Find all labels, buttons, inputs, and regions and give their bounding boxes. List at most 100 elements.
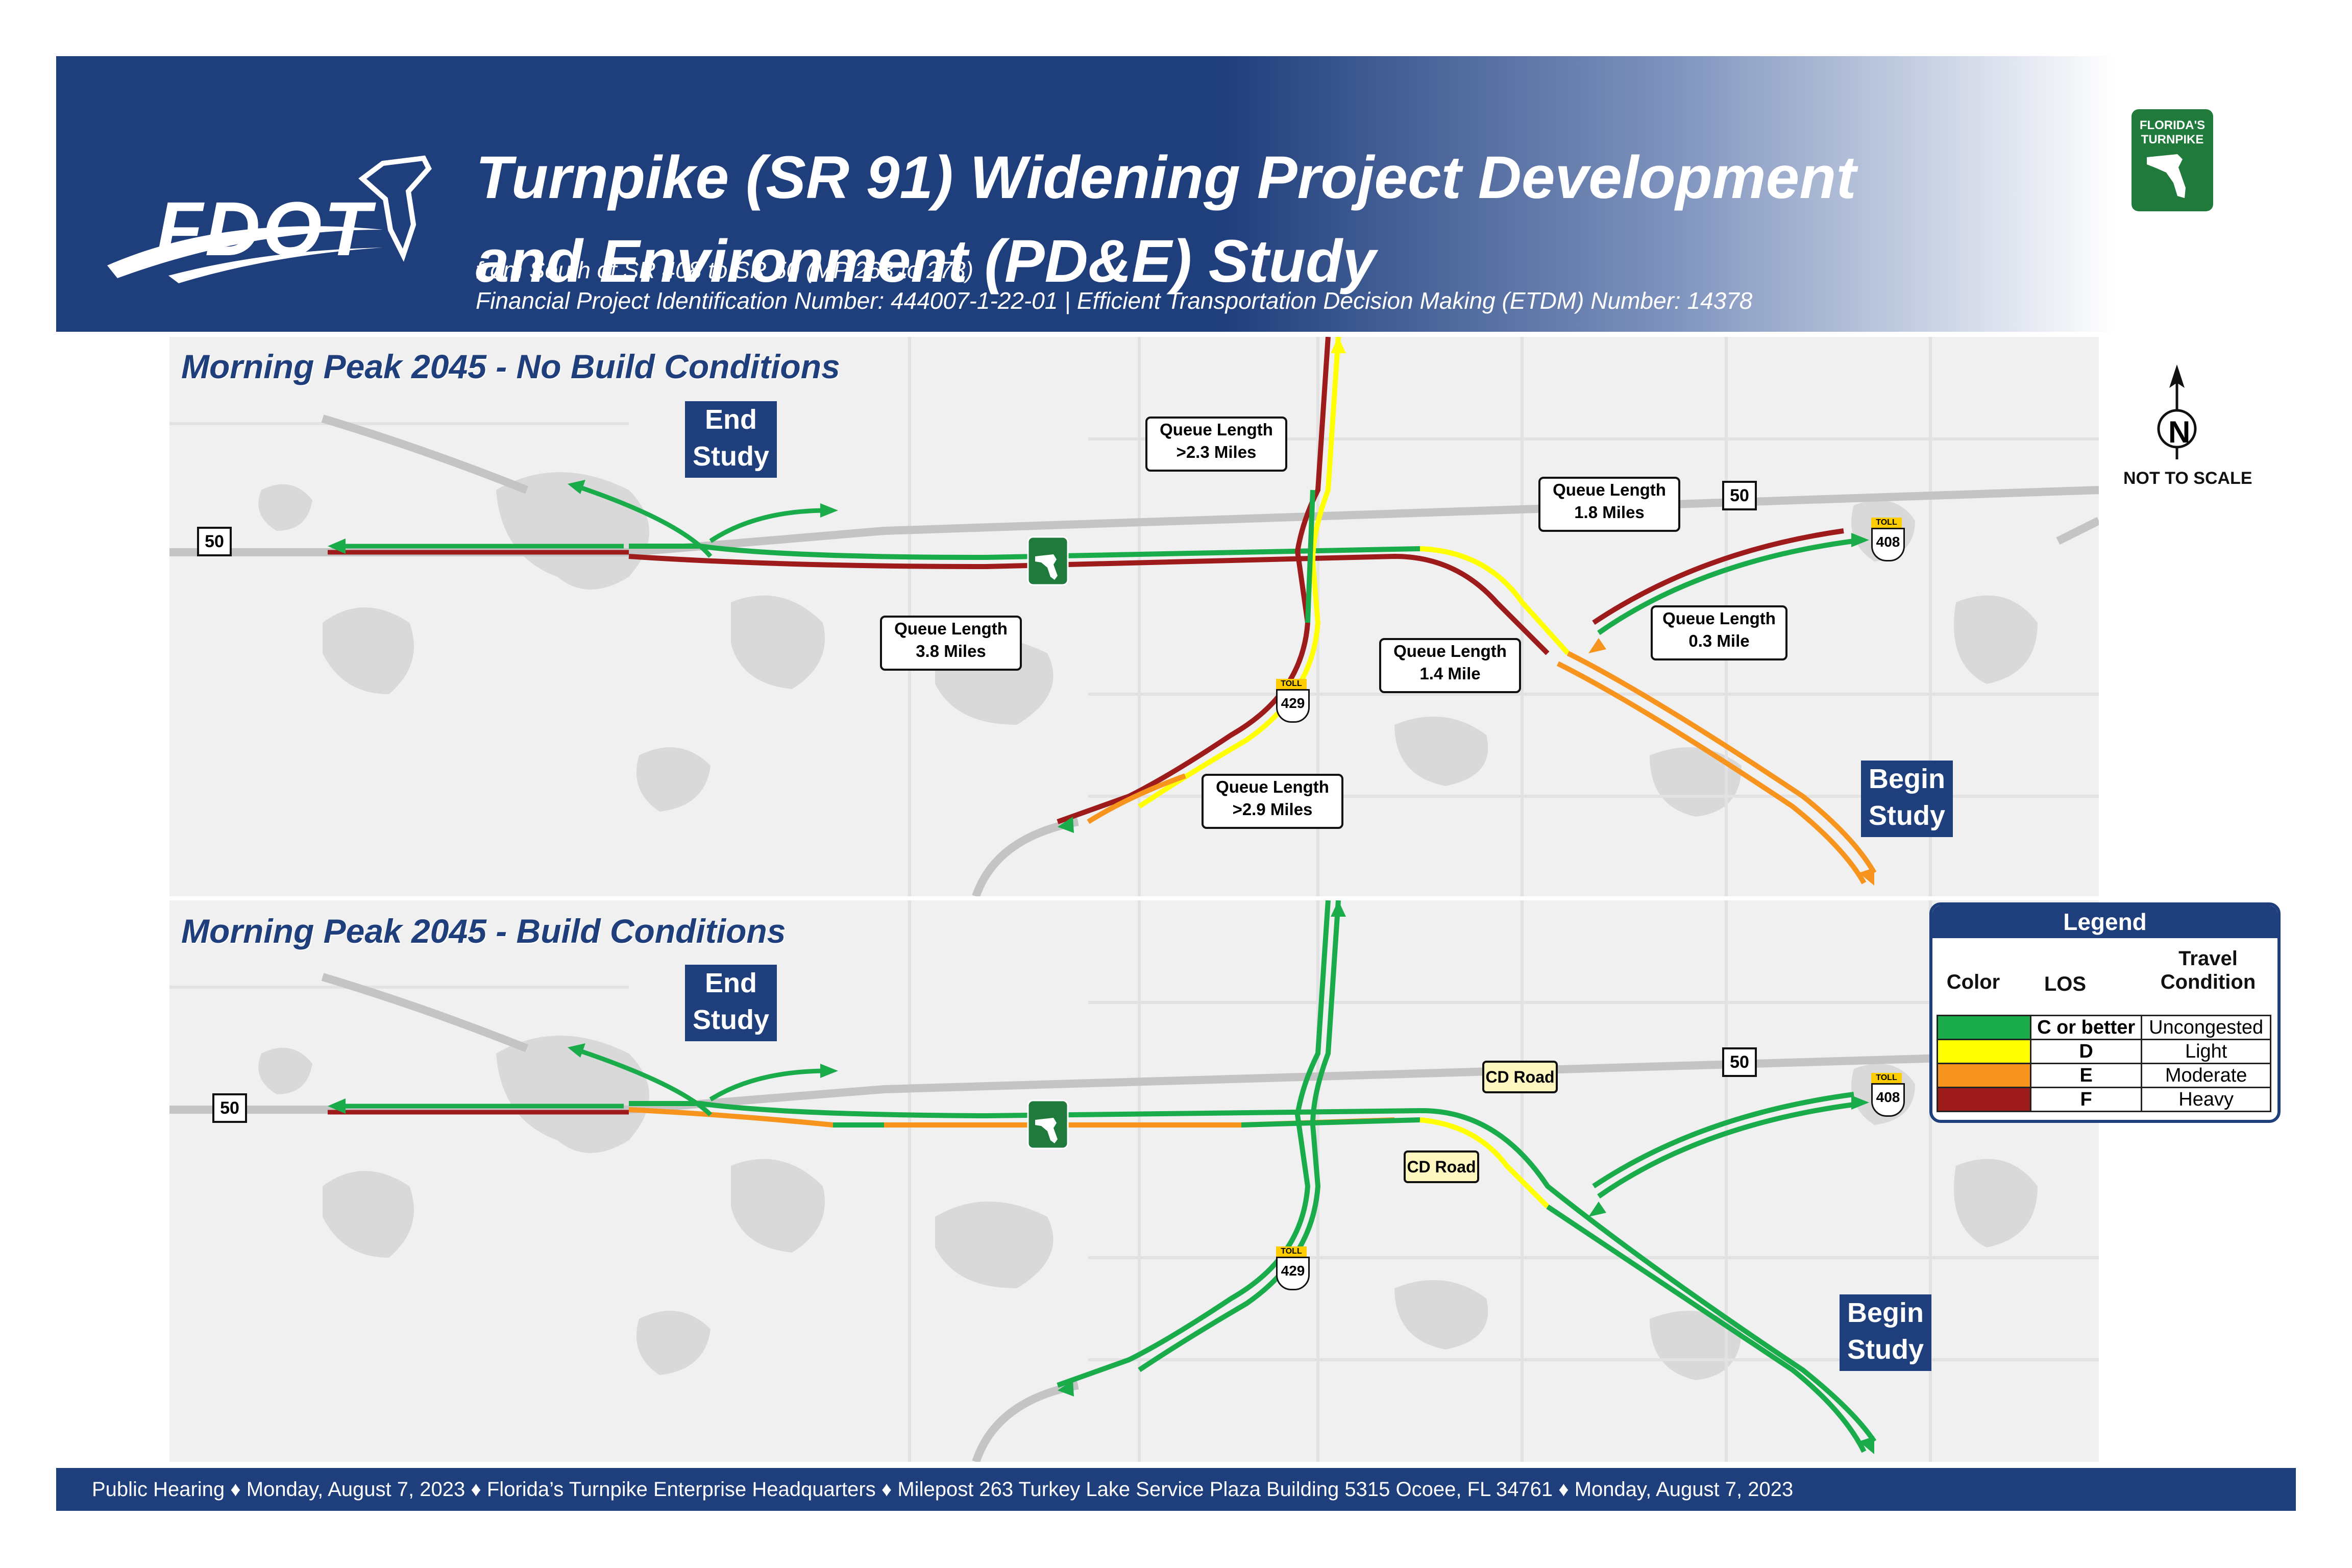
- end-study-line1: End: [705, 968, 757, 998]
- turnpike-south: [1419, 1108, 1877, 1443]
- ramp-ne: [709, 1068, 828, 1101]
- sr429-mid: [1305, 489, 1315, 623]
- map1-title: Morning Peak 2045 - No Build Conditions: [181, 348, 840, 385]
- legend-title: Legend: [1932, 905, 2277, 938]
- lakes: [258, 1036, 2038, 1380]
- legend-col-color: Color: [1946, 971, 2000, 993]
- legend-swatch: [1937, 1039, 2031, 1064]
- callout-text: Queue Length: [1393, 642, 1507, 660]
- page-title-line1: Turnpike (SR 91) Widening Project Develo…: [476, 144, 1856, 211]
- legend-condition: Heavy: [2141, 1087, 2271, 1112]
- legend-condition: Uncongested: [2141, 1015, 2271, 1040]
- legend-los: F: [2029, 1087, 2143, 1112]
- cd-road-callout-2: CD Road: [1404, 1150, 1479, 1183]
- direction-arrows: [328, 900, 1874, 1454]
- callout-text: Queue Length: [1216, 777, 1329, 796]
- sr429-shield: 429: [1276, 689, 1310, 723]
- callout-text: 1.4 Mile: [1419, 664, 1481, 683]
- queue-callout-1: Queue Length >2.3 Miles: [1145, 416, 1287, 472]
- sr50-shield-east: 50: [1722, 1047, 1757, 1077]
- legend-los: D: [2029, 1039, 2143, 1064]
- turnpike-eb: [628, 553, 1550, 655]
- legend-los: C or better: [2029, 1015, 2143, 1040]
- callout-text: Queue Length: [1662, 609, 1776, 628]
- header-banner: FDOT Turnpike (SR 91) Widening Project D…: [56, 56, 2296, 332]
- north-letter: N: [2168, 415, 2191, 449]
- legend-swatch: [1937, 1087, 2031, 1112]
- map2-begin-study-label: Begin Study: [1840, 1294, 1931, 1371]
- queue-callout-3: Queue Length 3.8 Miles: [880, 616, 1022, 671]
- legend-swatch: [1937, 1063, 2031, 1088]
- turnpike-wb: [629, 1101, 1420, 1119]
- sr429-shield: 429: [1276, 1257, 1310, 1290]
- map2-end-study-label: End Study: [685, 965, 777, 1041]
- sr408-ramp-c: [1597, 538, 1854, 635]
- turnpike-shield-icon: [1027, 1099, 1069, 1149]
- sr429-e: [1087, 773, 1186, 824]
- subtitle-line1: from South of SR 408 to SR 50 (MP 263 to…: [476, 257, 974, 283]
- turnpike-south2: [1546, 1204, 1867, 1453]
- cd-road-d: [1419, 1117, 1550, 1209]
- north-arrow-icon: [2157, 364, 2197, 459]
- map1-begin-study-label: Begin Study: [1861, 761, 1953, 837]
- sr50-shield-west: 50: [212, 1093, 247, 1123]
- callout-text: 1.8 Miles: [1574, 503, 1645, 522]
- maps-area: Morning Peak 2045 - No Build Conditions …: [56, 332, 2296, 1468]
- sr408-toll-label: TOLL: [1871, 1073, 1902, 1083]
- legend-row: C or better Uncongested: [1937, 1015, 2271, 1040]
- sr408-ramp-1: [1592, 1092, 1854, 1189]
- callout-text: Queue Length: [894, 619, 1008, 638]
- sr429-toll-label: TOLL: [1276, 1246, 1307, 1257]
- legend-swatch: [1937, 1015, 2031, 1040]
- fdot-logo-text: FDOT: [156, 186, 373, 272]
- turnpike-wb-d: [1419, 546, 1570, 655]
- sr408-ramp-2: [1597, 1102, 1854, 1199]
- sr408-shield: 408: [1871, 528, 1905, 561]
- map-build: [169, 900, 2099, 1462]
- subtitle-line2: Financial Project Identification Number:…: [476, 287, 1753, 314]
- queue-callout-5: Queue Length 0.3 Mile: [1651, 605, 1787, 660]
- begin-study-line1: Begin: [1847, 1297, 1924, 1328]
- page-title-line2: and Environment (PD&E) Study: [476, 228, 1376, 295]
- footer-text: Public Hearing ♦ Monday, August 7, 2023 …: [92, 1478, 1794, 1501]
- callout-text: Queue Length: [1160, 420, 1273, 439]
- begin-study-line2: Study: [1847, 1334, 1924, 1365]
- legend-table: C or better Uncongested D Light E Modera…: [1937, 1015, 2271, 1112]
- turnpike-eb-e: [628, 1107, 1395, 1128]
- turnpike-logo-text: FLORIDA'S TURNPIKE: [2139, 118, 2206, 146]
- legend-condition: Light: [2141, 1039, 2271, 1064]
- not-to-scale-label: NOT TO SCALE: [2123, 469, 2252, 488]
- sr408-shield: 408: [1871, 1083, 1905, 1117]
- cd-road-callout-1: CD Road: [1482, 1061, 1558, 1093]
- callout-text: 3.8 Miles: [916, 642, 986, 660]
- queue-callout-6: Queue Length >2.9 Miles: [1202, 774, 1343, 829]
- legend: Legend Color LOS Travel Condition C or b…: [1929, 902, 2281, 1123]
- legend-row: F Heavy: [1937, 1087, 2271, 1112]
- ramp-ne: [709, 508, 828, 543]
- turnpike-south-e2: [1556, 661, 1867, 885]
- sr429-toll-label: TOLL: [1276, 679, 1307, 689]
- begin-study-line1: Begin: [1868, 764, 1945, 794]
- direction-arrows: [328, 480, 1869, 833]
- queue-callout-4: Queue Length 1.4 Mile: [1379, 638, 1521, 693]
- turnpike-eb-c2: [1241, 1117, 1420, 1128]
- map2-title: Morning Peak 2045 - Build Conditions: [181, 912, 786, 950]
- queue-callout-2: Queue Length 1.8 Miles: [1538, 477, 1680, 532]
- arrow-408: [1588, 638, 1606, 653]
- end-study-line2: Study: [692, 1004, 769, 1035]
- fdot-logo-icon: [107, 155, 432, 283]
- legend-los: E: [2029, 1063, 2143, 1088]
- map-no-build: [169, 337, 2099, 896]
- legend-condition: Moderate: [2141, 1063, 2271, 1088]
- ramp-nw: [572, 482, 713, 558]
- end-study-line1: End: [705, 404, 757, 435]
- florida-shape-icon: [2147, 154, 2186, 198]
- legend-row: E Moderate: [1937, 1063, 2271, 1088]
- callout-text: >2.9 Miles: [1232, 800, 1313, 819]
- legend-col-travel-1: Travel: [2178, 947, 2238, 970]
- end-study-line2: Study: [692, 441, 769, 472]
- callout-text: 0.3 Mile: [1688, 631, 1750, 650]
- turnpike-south-e: [1566, 651, 1877, 874]
- turnpike-shield-icon: [1027, 536, 1069, 586]
- begin-study-line2: Study: [1868, 800, 1945, 831]
